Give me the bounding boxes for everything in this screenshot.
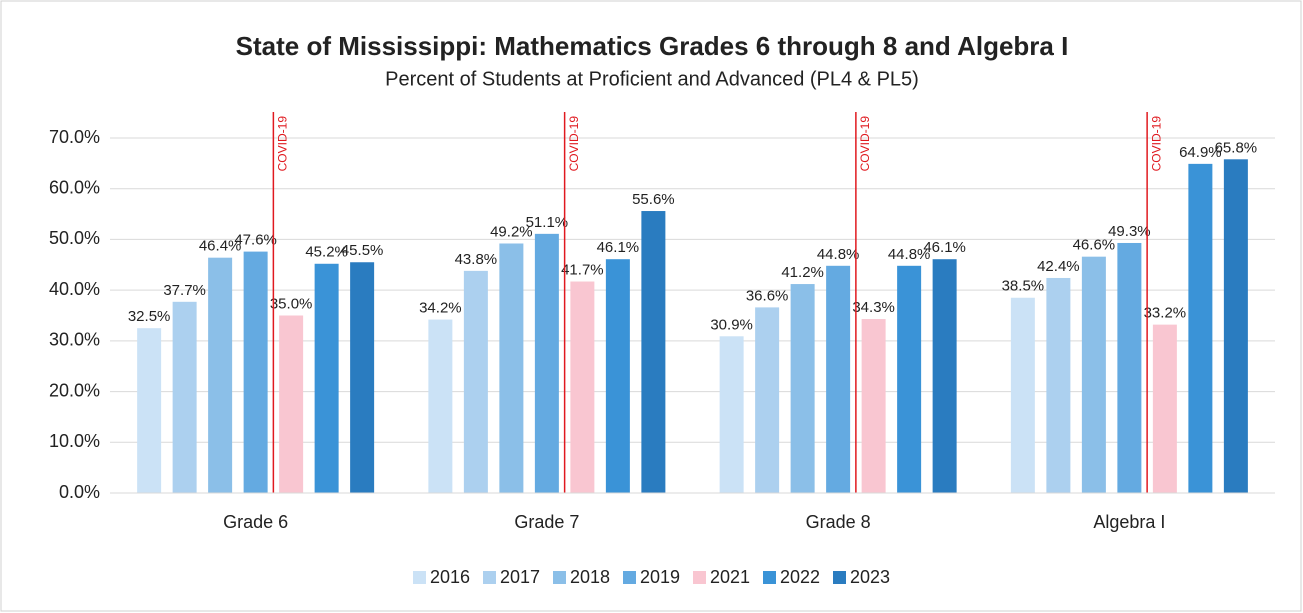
bar — [897, 265, 922, 493]
legend-swatch — [623, 571, 636, 584]
bar — [1152, 324, 1177, 493]
bar — [172, 301, 197, 493]
data-label: 43.8% — [455, 251, 498, 268]
covid-annotation: COVID-19 — [567, 116, 581, 172]
bar — [1223, 159, 1248, 494]
bar — [1117, 242, 1142, 493]
legend-swatch — [413, 571, 426, 584]
x-tick-label: Grade 6 — [223, 512, 288, 532]
data-label: 38.5% — [1002, 278, 1045, 295]
y-tick-label: 40.0% — [49, 279, 100, 299]
bar — [534, 233, 559, 493]
y-tick-label: 30.0% — [49, 330, 100, 350]
y-tick-label: 60.0% — [49, 177, 100, 197]
bar — [208, 257, 233, 493]
legend-label: 2023 — [850, 567, 890, 587]
data-label: 64.9% — [1179, 144, 1222, 161]
bar — [1010, 297, 1035, 493]
y-tick-label: 70.0% — [49, 127, 100, 147]
bar — [428, 319, 453, 493]
data-label: 46.1% — [597, 239, 640, 256]
y-tick-label: 0.0% — [59, 482, 100, 502]
bar — [719, 336, 744, 493]
data-label: 46.1% — [923, 239, 966, 256]
legend-swatch — [833, 571, 846, 584]
data-label: 41.2% — [781, 264, 824, 281]
chart-title: State of Mississippi: Mathematics Grades… — [236, 31, 1069, 61]
data-label: 35.0% — [270, 295, 313, 312]
bar — [279, 315, 304, 493]
legend-swatch — [483, 571, 496, 584]
data-label: 47.6% — [234, 232, 277, 249]
data-label: 41.7% — [561, 261, 604, 278]
bar — [570, 281, 595, 493]
y-tick-label: 50.0% — [49, 228, 100, 248]
legend-label: 2019 — [640, 567, 680, 587]
bar — [641, 211, 666, 493]
y-tick-label: 10.0% — [49, 431, 100, 451]
x-tick-label: Algebra I — [1093, 512, 1165, 532]
data-label: 46.4% — [199, 238, 242, 255]
x-tick-label: Grade 7 — [514, 512, 579, 532]
data-label: 49.3% — [1108, 223, 1151, 240]
bar — [1188, 163, 1213, 493]
bar — [1081, 256, 1106, 493]
data-label: 32.5% — [128, 308, 171, 325]
legend-label: 2018 — [570, 567, 610, 587]
data-label: 65.8% — [1215, 139, 1258, 156]
data-label: 42.4% — [1037, 258, 1080, 275]
data-label: 30.9% — [710, 316, 753, 333]
data-label: 45.5% — [341, 242, 384, 259]
data-label: 51.1% — [526, 214, 569, 231]
bar — [243, 251, 268, 493]
data-label: 45.2% — [305, 244, 348, 261]
bar — [605, 259, 630, 493]
data-label: 55.6% — [632, 191, 675, 208]
legend-label: 2022 — [780, 567, 820, 587]
data-label: 37.7% — [163, 282, 206, 299]
bar — [463, 270, 488, 493]
bar — [826, 265, 851, 493]
legend-swatch — [553, 571, 566, 584]
legend-swatch — [693, 571, 706, 584]
x-tick-label: Grade 8 — [806, 512, 871, 532]
bar — [314, 263, 339, 493]
covid-annotation: COVID-19 — [1149, 116, 1163, 172]
data-label: 34.2% — [419, 300, 462, 317]
data-label: 33.2% — [1144, 305, 1187, 322]
data-label: 44.8% — [817, 246, 860, 263]
covid-annotation: COVID-19 — [858, 116, 872, 172]
legend-label: 2016 — [430, 567, 470, 587]
bar — [755, 307, 780, 493]
data-label: 44.8% — [888, 246, 931, 263]
covid-annotation: COVID-19 — [276, 116, 290, 172]
legend-label: 2021 — [710, 567, 750, 587]
bar — [932, 259, 957, 493]
bar — [499, 243, 524, 493]
bar — [137, 328, 162, 493]
legend-swatch — [763, 571, 776, 584]
bar — [350, 262, 375, 493]
data-label: 46.6% — [1073, 237, 1116, 254]
data-label: 36.6% — [746, 287, 789, 304]
bar — [861, 319, 886, 493]
bar — [1046, 277, 1071, 493]
y-tick-label: 20.0% — [49, 380, 100, 400]
chart-subtitle: Percent of Students at Proficient and Ad… — [385, 68, 919, 90]
data-label: 49.2% — [490, 223, 533, 240]
bar — [790, 284, 815, 493]
data-label: 34.3% — [852, 299, 895, 316]
legend-label: 2017 — [500, 567, 540, 587]
